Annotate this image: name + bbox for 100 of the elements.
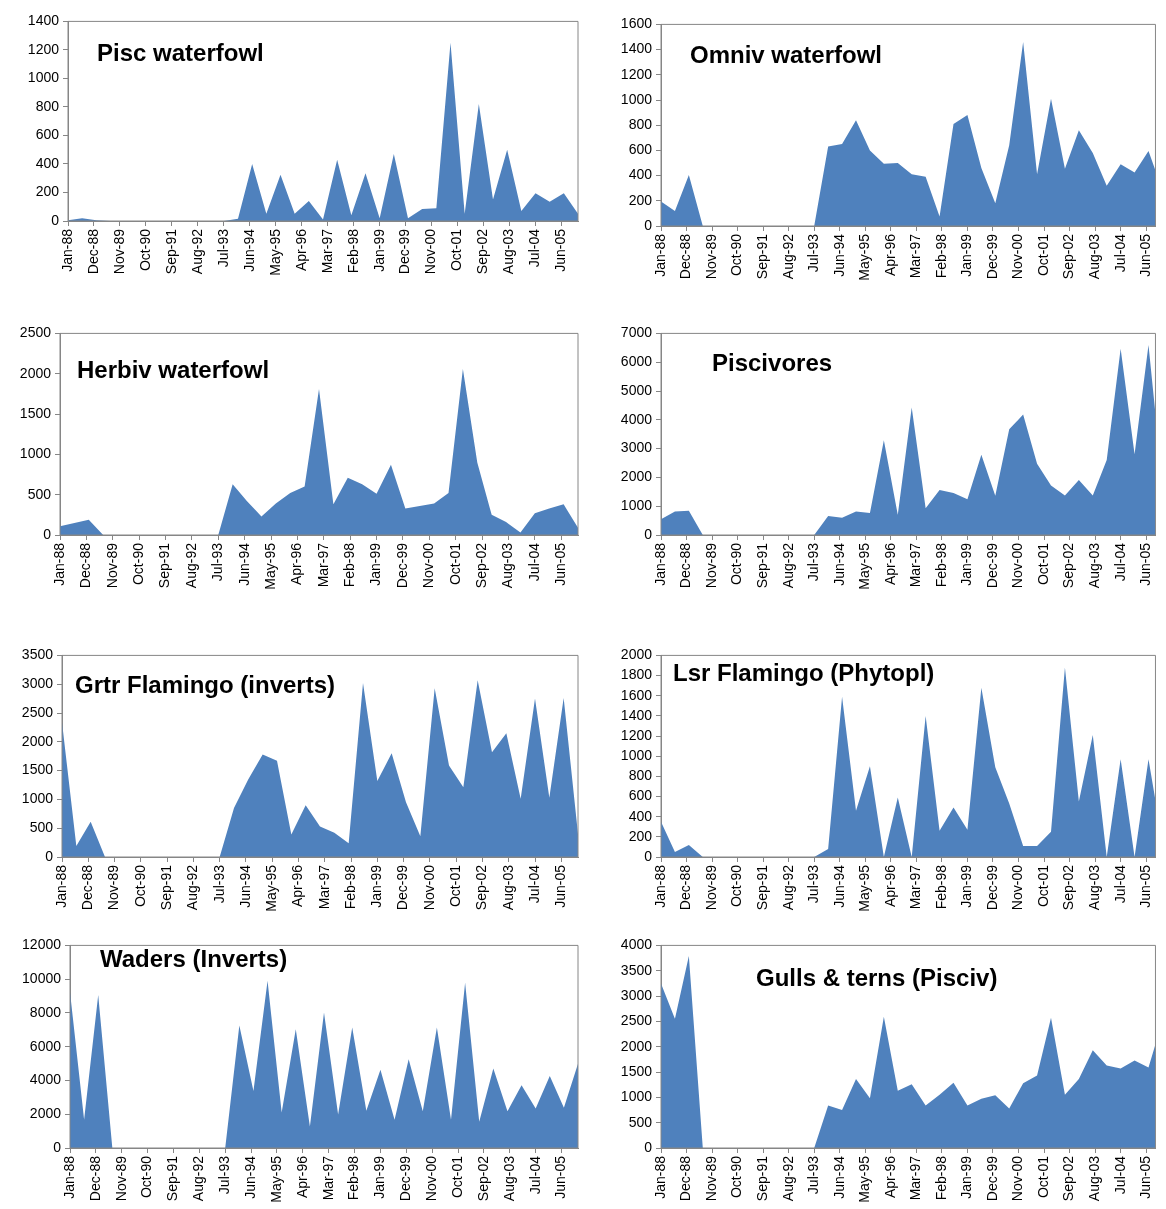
x-tick-label: Nov-00 (1009, 233, 1026, 280)
y-tick-label: 4000 (620, 410, 653, 427)
x-tick-label: Jul-04 (1111, 1155, 1128, 1195)
x-tick-label: Dec-99 (394, 864, 411, 911)
x-tick-label: Dec-99 (983, 542, 1000, 589)
x-tick-label: Mar-97 (315, 864, 332, 910)
x-tick-label: Sep-02 (474, 228, 491, 275)
x-tick-label: Feb-98 (932, 233, 949, 279)
x-tick-label: Aug-03 (1085, 1155, 1102, 1202)
y-tick-label: 1000 (620, 1088, 653, 1105)
y-tick-label: 2000 (29, 1105, 62, 1122)
x-tick-label: Oct-01 (447, 864, 464, 908)
y-tick-label: 0 (51, 211, 60, 228)
y-tick-label: 1200 (27, 40, 60, 57)
y-tick-label: 2000 (19, 364, 52, 381)
y-tick-label: 3000 (620, 986, 653, 1003)
x-tick-label: Jul-04 (526, 1155, 543, 1195)
x-tick-label: Jan-88 (651, 233, 668, 277)
x-tick-label: Oct-90 (131, 864, 148, 908)
x-tick-label: Dec-88 (79, 864, 96, 911)
x-tick-label: Nov-89 (702, 1155, 719, 1202)
x-tick-label: Jun-05 (552, 542, 569, 586)
x-tick-label: Aug-92 (182, 542, 199, 589)
x-tick-label: Nov-89 (110, 228, 127, 275)
x-tick-label: Aug-92 (184, 864, 201, 911)
x-tick-label: Jul-04 (525, 542, 542, 582)
y-tick-label: 2000 (620, 1037, 653, 1054)
y-tick-label: 600 (628, 787, 653, 804)
x-tick-label: Oct-90 (130, 542, 146, 586)
x-tick-label: May-95 (266, 228, 283, 276)
x-tick-label: Jun-94 (830, 233, 847, 277)
y-tick-label: 2000 (620, 646, 653, 663)
x-tick-label: Dec-99 (396, 228, 413, 275)
x-tick-label: Sep-91 (754, 864, 770, 911)
x-tick-label: Feb-98 (932, 1155, 949, 1201)
y-tick-label: 10000 (22, 970, 62, 987)
y-tick-label: 1000 (21, 790, 54, 807)
y-tick-label: 1600 (620, 686, 653, 703)
text: Gulls & terns (Pisciv) (756, 964, 998, 991)
x-tick-label: Aug-92 (779, 1155, 796, 1202)
x-tick-label: Nov-89 (103, 542, 120, 589)
x-tick-label: Apr-96 (292, 228, 309, 272)
y-tick-label: 500 (27, 485, 52, 502)
x-tick-label: Nov-89 (702, 233, 719, 280)
x-tick-label: Mar-97 (907, 233, 924, 279)
x-tick-label: Jul-93 (805, 233, 822, 273)
x-tick-label: Nov-00 (1009, 864, 1026, 911)
text: Pisc waterfowl (97, 39, 264, 66)
x-tick-label: Jan-99 (958, 542, 975, 586)
x-tick-label: Dec-99 (983, 1155, 1000, 1202)
x-tick-label: Nov-00 (423, 1155, 440, 1202)
y-tick-label: 5000 (620, 381, 653, 398)
y-tick-label: 500 (29, 819, 54, 836)
y-tick-label: 1400 (620, 40, 653, 57)
x-tick-label: Mar-97 (907, 542, 924, 588)
y-tick-label: 3000 (21, 675, 54, 692)
x-tick-label: Mar-97 (318, 228, 335, 274)
x-tick-label: Apr-96 (881, 542, 898, 586)
y-tick-label: 400 (35, 154, 60, 171)
x-tick-label: Dec-99 (393, 542, 410, 589)
x-tick-label: Sep-02 (1060, 864, 1077, 911)
x-tick-label: Sep-91 (157, 864, 174, 911)
x-tick-label: Jul-04 (526, 228, 543, 268)
x-tick-label: Aug-03 (500, 228, 517, 275)
x-tick-label: Jun-94 (235, 542, 252, 586)
text: Omniv waterfowl (690, 41, 883, 68)
x-tick-label: Aug-92 (779, 864, 796, 911)
y-tick-label: 1500 (19, 404, 52, 421)
y-tick-label: 2000 (21, 732, 54, 749)
y-tick-label: 600 (35, 126, 60, 143)
x-tick-label: Jun-94 (830, 1155, 847, 1199)
x-tick-label: Dec-88 (77, 542, 94, 589)
x-tick-label: Sep-91 (754, 233, 770, 280)
y-tick-label: 800 (35, 97, 60, 114)
x-tick-label: Nov-00 (1009, 1155, 1026, 1202)
x-tick-label: Jan-88 (651, 542, 668, 586)
x-tick-label: Aug-92 (188, 228, 205, 275)
y-tick-label: 2000 (620, 468, 653, 485)
x-tick-label: Sep-91 (164, 1155, 181, 1202)
x-tick-label: Sep-02 (1060, 542, 1077, 589)
x-tick-label: Sep-02 (473, 864, 490, 911)
x-tick-label: Jun-94 (240, 228, 257, 272)
x-tick-label: Oct-90 (728, 864, 745, 908)
y-tick-label: 0 (644, 525, 653, 542)
chart-title: Waders (Inverts) (100, 945, 288, 972)
y-tick-label: 1800 (620, 666, 653, 683)
y-tick-label: 400 (628, 166, 653, 183)
x-tick-label: Feb-98 (341, 864, 358, 910)
x-tick-label: Apr-96 (881, 864, 898, 908)
x-tick-label: Aug-03 (1085, 542, 1102, 589)
x-tick-label: Jun-94 (830, 542, 847, 586)
x-tick-label: Nov-89 (105, 864, 122, 911)
x-tick-label: Feb-98 (932, 542, 949, 588)
x-tick-label: Feb-98 (345, 1155, 362, 1201)
x-tick-label: Apr-96 (293, 1155, 310, 1199)
x-tick-label: Jul-93 (805, 864, 822, 904)
x-tick-label: Jan-88 (50, 542, 67, 586)
y-tick-label: 0 (644, 216, 653, 233)
x-tick-label: Mar-97 (907, 1155, 924, 1201)
x-tick-label: Mar-97 (319, 1155, 336, 1201)
